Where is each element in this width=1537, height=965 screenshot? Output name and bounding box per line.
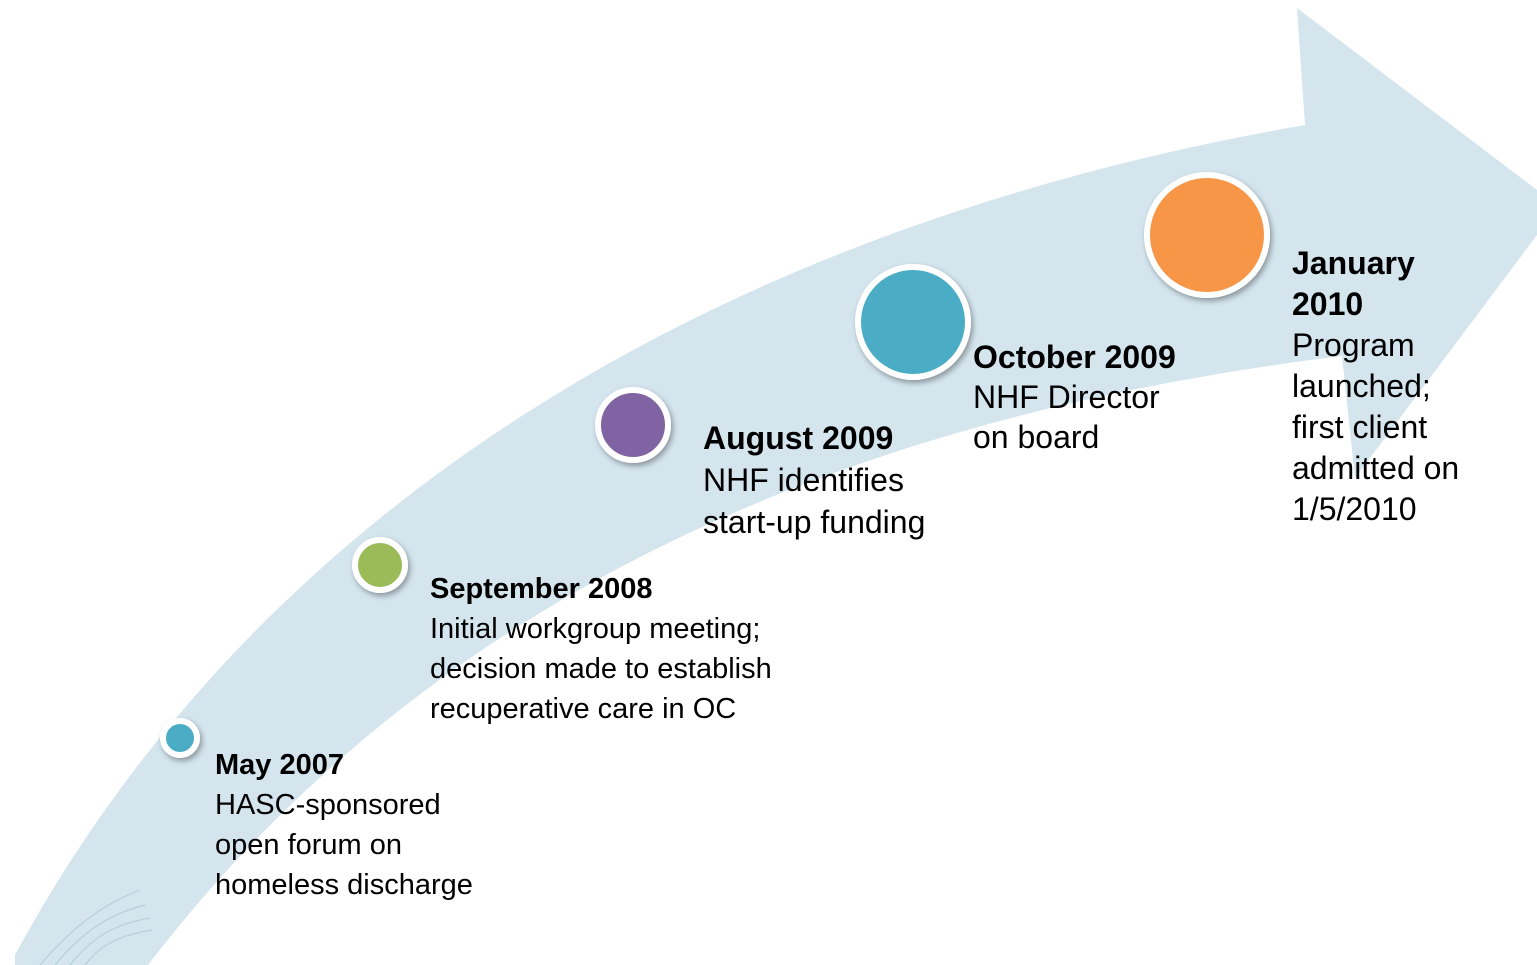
milestone-text: HASC-sponsored — [215, 785, 473, 825]
milestone-dot — [598, 390, 668, 460]
milestone-date: May 2007 — [215, 745, 473, 785]
milestone-text: start-up funding — [703, 501, 925, 543]
milestone-text: decision made to establish — [430, 649, 772, 689]
milestone-text: open forum on — [215, 825, 473, 865]
milestone-text: Program — [1292, 325, 1492, 366]
milestone-dot — [355, 540, 405, 590]
milestone-dot — [858, 267, 968, 377]
milestone-dot — [163, 721, 197, 755]
milestone-text: first client — [1292, 407, 1492, 448]
milestone-date: October 2009 — [973, 337, 1176, 377]
milestone-text: launched; — [1292, 366, 1492, 407]
milestone-text: homeless discharge — [215, 865, 473, 905]
milestone-text: NHF identifies — [703, 459, 925, 501]
milestone-text: admitted on — [1292, 448, 1492, 489]
milestone-date: January 2010 — [1292, 243, 1492, 325]
milestone-dot — [1147, 175, 1267, 295]
milestone-text: on board — [973, 417, 1176, 457]
milestone-text: recuperative care in OC — [430, 689, 772, 729]
milestone-date: September 2008 — [430, 569, 772, 609]
page: {"milestones": [ {"date": "May 2007", "l… — [0, 0, 1537, 965]
milestone-text: 1/5/2010 — [1292, 489, 1492, 530]
milestone-text: Initial workgroup meeting; — [430, 609, 772, 649]
milestone-text: NHF Director — [973, 377, 1176, 417]
milestone-date: August 2009 — [703, 417, 925, 459]
